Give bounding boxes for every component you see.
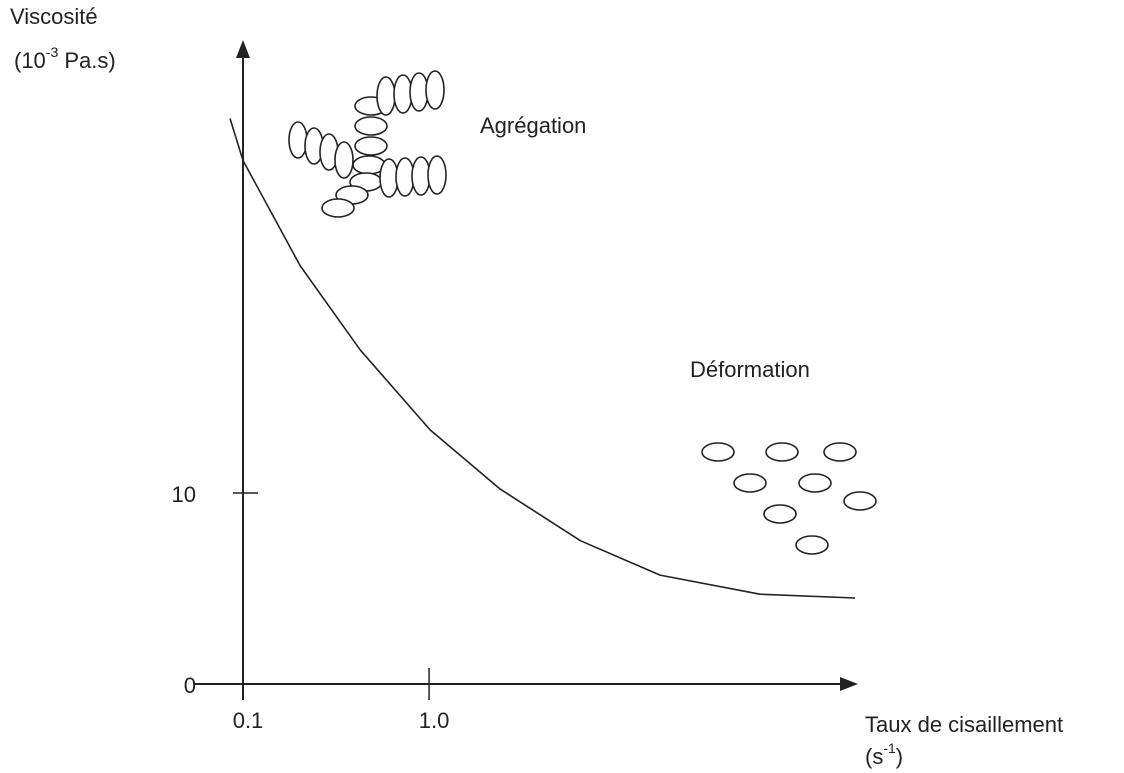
curve <box>229 118 856 599</box>
x-axis-unit: (s-1) <box>865 740 903 769</box>
x-unit-rest: ) <box>896 744 903 769</box>
x-unit-sup: -1 <box>883 740 896 756</box>
y-unit-sup: -3 <box>46 44 59 60</box>
deformation-illustration <box>701 442 877 555</box>
y-tick-label: 10 <box>172 482 196 507</box>
aggregation-illustration <box>288 70 447 218</box>
y-axis-arrow <box>236 40 250 58</box>
y-unit-rest: Pa.s) <box>58 48 115 73</box>
y-tick-label: 0 <box>184 673 196 698</box>
x-unit-base: (s <box>865 744 883 769</box>
annotation: Déformation <box>690 357 810 382</box>
y-unit-base: (10 <box>14 48 46 73</box>
x-axis-label: Taux de cisaillement <box>865 712 1063 737</box>
x-tick-label: 1.0 <box>419 708 450 733</box>
y-axis-unit: (10-3 Pa.s) <box>14 44 116 73</box>
x-axis-arrow <box>840 677 858 691</box>
annotation: Agrégation <box>480 113 586 138</box>
y-axis-label: Viscosité <box>10 4 98 29</box>
x-tick-label: 0.1 <box>233 708 264 733</box>
